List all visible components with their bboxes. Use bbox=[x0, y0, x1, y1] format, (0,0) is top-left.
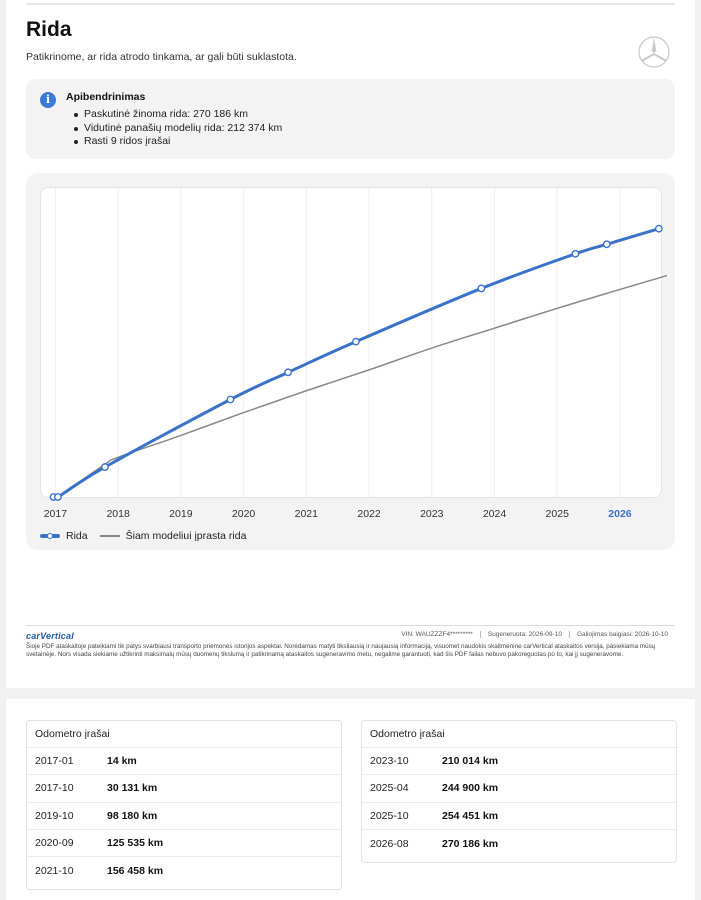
record-date: 2025-10 bbox=[370, 809, 409, 822]
mileage-chart: 2017 2018 2019 2020 2021 2022 2023 2024 2025 2026 bbox=[44, 188, 668, 520]
top-divider bbox=[26, 3, 675, 5]
x-tick-label: 2022 bbox=[357, 508, 381, 520]
table-row: 2020-09 125 535 km bbox=[27, 830, 341, 858]
table-row: 2026-08 270 186 km bbox=[362, 830, 676, 857]
legend-swatch-typical bbox=[99, 535, 120, 537]
summary-item-average-mileage: Vidutinė panašių modelių rida: 212 374 k… bbox=[73, 121, 283, 134]
table-row: 2017-01 14 km bbox=[27, 748, 341, 776]
x-tick-label: 2026 bbox=[608, 508, 632, 520]
data-point bbox=[654, 224, 663, 233]
record-mileage: 30 131 km bbox=[107, 782, 158, 795]
data-point bbox=[54, 493, 62, 501]
series-line-rida bbox=[51, 227, 661, 501]
odometer-table-title: Odometro įrašai bbox=[27, 721, 341, 748]
table-row: 2025-04 244 900 km bbox=[362, 775, 676, 803]
footer-vin: VIN: WAUZZZF4********* bbox=[401, 631, 473, 638]
data-point bbox=[226, 395, 235, 404]
x-tick-label: 2017 bbox=[44, 508, 68, 520]
x-tick-label: 2023 bbox=[420, 508, 444, 520]
record-date: 2023-10 bbox=[370, 755, 409, 768]
x-tick-label: 2018 bbox=[106, 508, 130, 520]
record-date: 2019-10 bbox=[35, 809, 74, 822]
record-date: 2017-10 bbox=[35, 782, 74, 795]
x-tick-label: 2019 bbox=[169, 508, 193, 520]
chart-legend: Rida Šiam modeliui įprasta rida bbox=[40, 530, 258, 542]
report-page: Rida Patikrinome, ar rida atrodo tinkama… bbox=[6, 0, 695, 688]
page-title: Rida bbox=[26, 18, 72, 41]
legend-label-typical: Šiam modeliui įprasta rida bbox=[125, 530, 247, 542]
series-line-typical bbox=[57, 274, 668, 498]
page-subtitle: Patikrinome, ar rida atrodo tinkama, ar … bbox=[26, 51, 297, 63]
legend-item-typical: Šiam modeliui įprasta rida bbox=[99, 530, 247, 542]
record-mileage: 14 km bbox=[107, 755, 137, 768]
summary-item-last-mileage: Paskutinė žinoma rida: 270 186 km bbox=[73, 108, 282, 122]
legend-item-rida: Rida bbox=[40, 530, 88, 542]
carvertical-logo: carVertical bbox=[26, 631, 74, 641]
legend-swatch-rida bbox=[40, 533, 60, 539]
summary-list: Paskutinė žinoma rida: 270 186 km Viduti… bbox=[73, 108, 283, 149]
x-tick-label: 2024 bbox=[483, 508, 507, 520]
record-mileage: 210 014 km bbox=[442, 755, 499, 768]
data-point bbox=[351, 337, 360, 346]
record-mileage: 270 186 km bbox=[442, 837, 499, 850]
data-point bbox=[477, 284, 486, 293]
record-date: 2025-04 bbox=[370, 782, 409, 795]
odometer-table-right: Odometro įrašai 2023-10 210 014 km 2025-0… bbox=[361, 720, 677, 863]
record-date: 2026-08 bbox=[370, 837, 409, 850]
summary-item-record-count: Rasti 9 ridos įrašai bbox=[73, 135, 282, 149]
data-point bbox=[284, 368, 293, 377]
table-row: 2021-10 156 458 km bbox=[27, 857, 341, 884]
table-row: 2023-10 210 014 km bbox=[362, 748, 676, 776]
odometer-table-title: Odometro įrašai bbox=[362, 721, 676, 748]
record-mileage: 156 458 km bbox=[107, 864, 164, 877]
x-tick-label: 2020 bbox=[232, 508, 256, 520]
footer-divider bbox=[26, 625, 675, 626]
table-row: 2025-10 254 451 km bbox=[362, 803, 676, 830]
record-mileage: 125 535 km bbox=[107, 837, 164, 850]
x-tick-label: 2025 bbox=[546, 508, 570, 520]
footer-disclaimer: Šioje PDF ataskaitoje pateikiami tik pat… bbox=[26, 643, 656, 658]
summary-title: Apibendrinimas bbox=[66, 91, 146, 103]
x-tick-label: 2021 bbox=[295, 508, 319, 520]
footer-expiry-date: Galiojimas baigiasi: 2026-10-10 bbox=[568, 631, 675, 638]
data-point bbox=[101, 463, 109, 471]
record-mileage: 98 180 km bbox=[107, 809, 158, 822]
mercedes-logo-icon bbox=[638, 36, 670, 68]
mileage-chart-card: 2017 2018 2019 2020 2021 2022 2023 2024 2025 2026… bbox=[26, 173, 675, 550]
odometer-table-left: Odometro įrašai 2017-01 14 km 2017-10 30 1… bbox=[26, 720, 342, 890]
record-date: 2020-09 bbox=[35, 837, 74, 850]
info-icon: i bbox=[40, 92, 56, 108]
record-date: 2021-10 bbox=[35, 864, 74, 877]
record-mileage: 254 451 km bbox=[442, 809, 499, 822]
record-mileage: 244 900 km bbox=[442, 782, 499, 795]
data-point bbox=[571, 249, 580, 258]
legend-label-rida: Rida bbox=[66, 530, 88, 542]
table-row: 2019-10 98 180 km bbox=[27, 803, 341, 830]
data-point bbox=[602, 240, 611, 249]
footer-generated-date: Sugeneruota: 2026-09-10 bbox=[479, 631, 569, 638]
record-date: 2017-01 bbox=[35, 755, 74, 768]
table-row: 2017-10 30 131 km bbox=[27, 775, 341, 803]
summary-box: i Apibendrinimas Paskutinė žinoma rida: … bbox=[26, 79, 675, 159]
footer-meta: VIN: WAUZZZF4********* Sugeneruota: 2026… bbox=[394, 631, 675, 638]
report-page-2: Odometro įrašai 2017-01 14 km 2017-10 30 1… bbox=[6, 699, 695, 900]
